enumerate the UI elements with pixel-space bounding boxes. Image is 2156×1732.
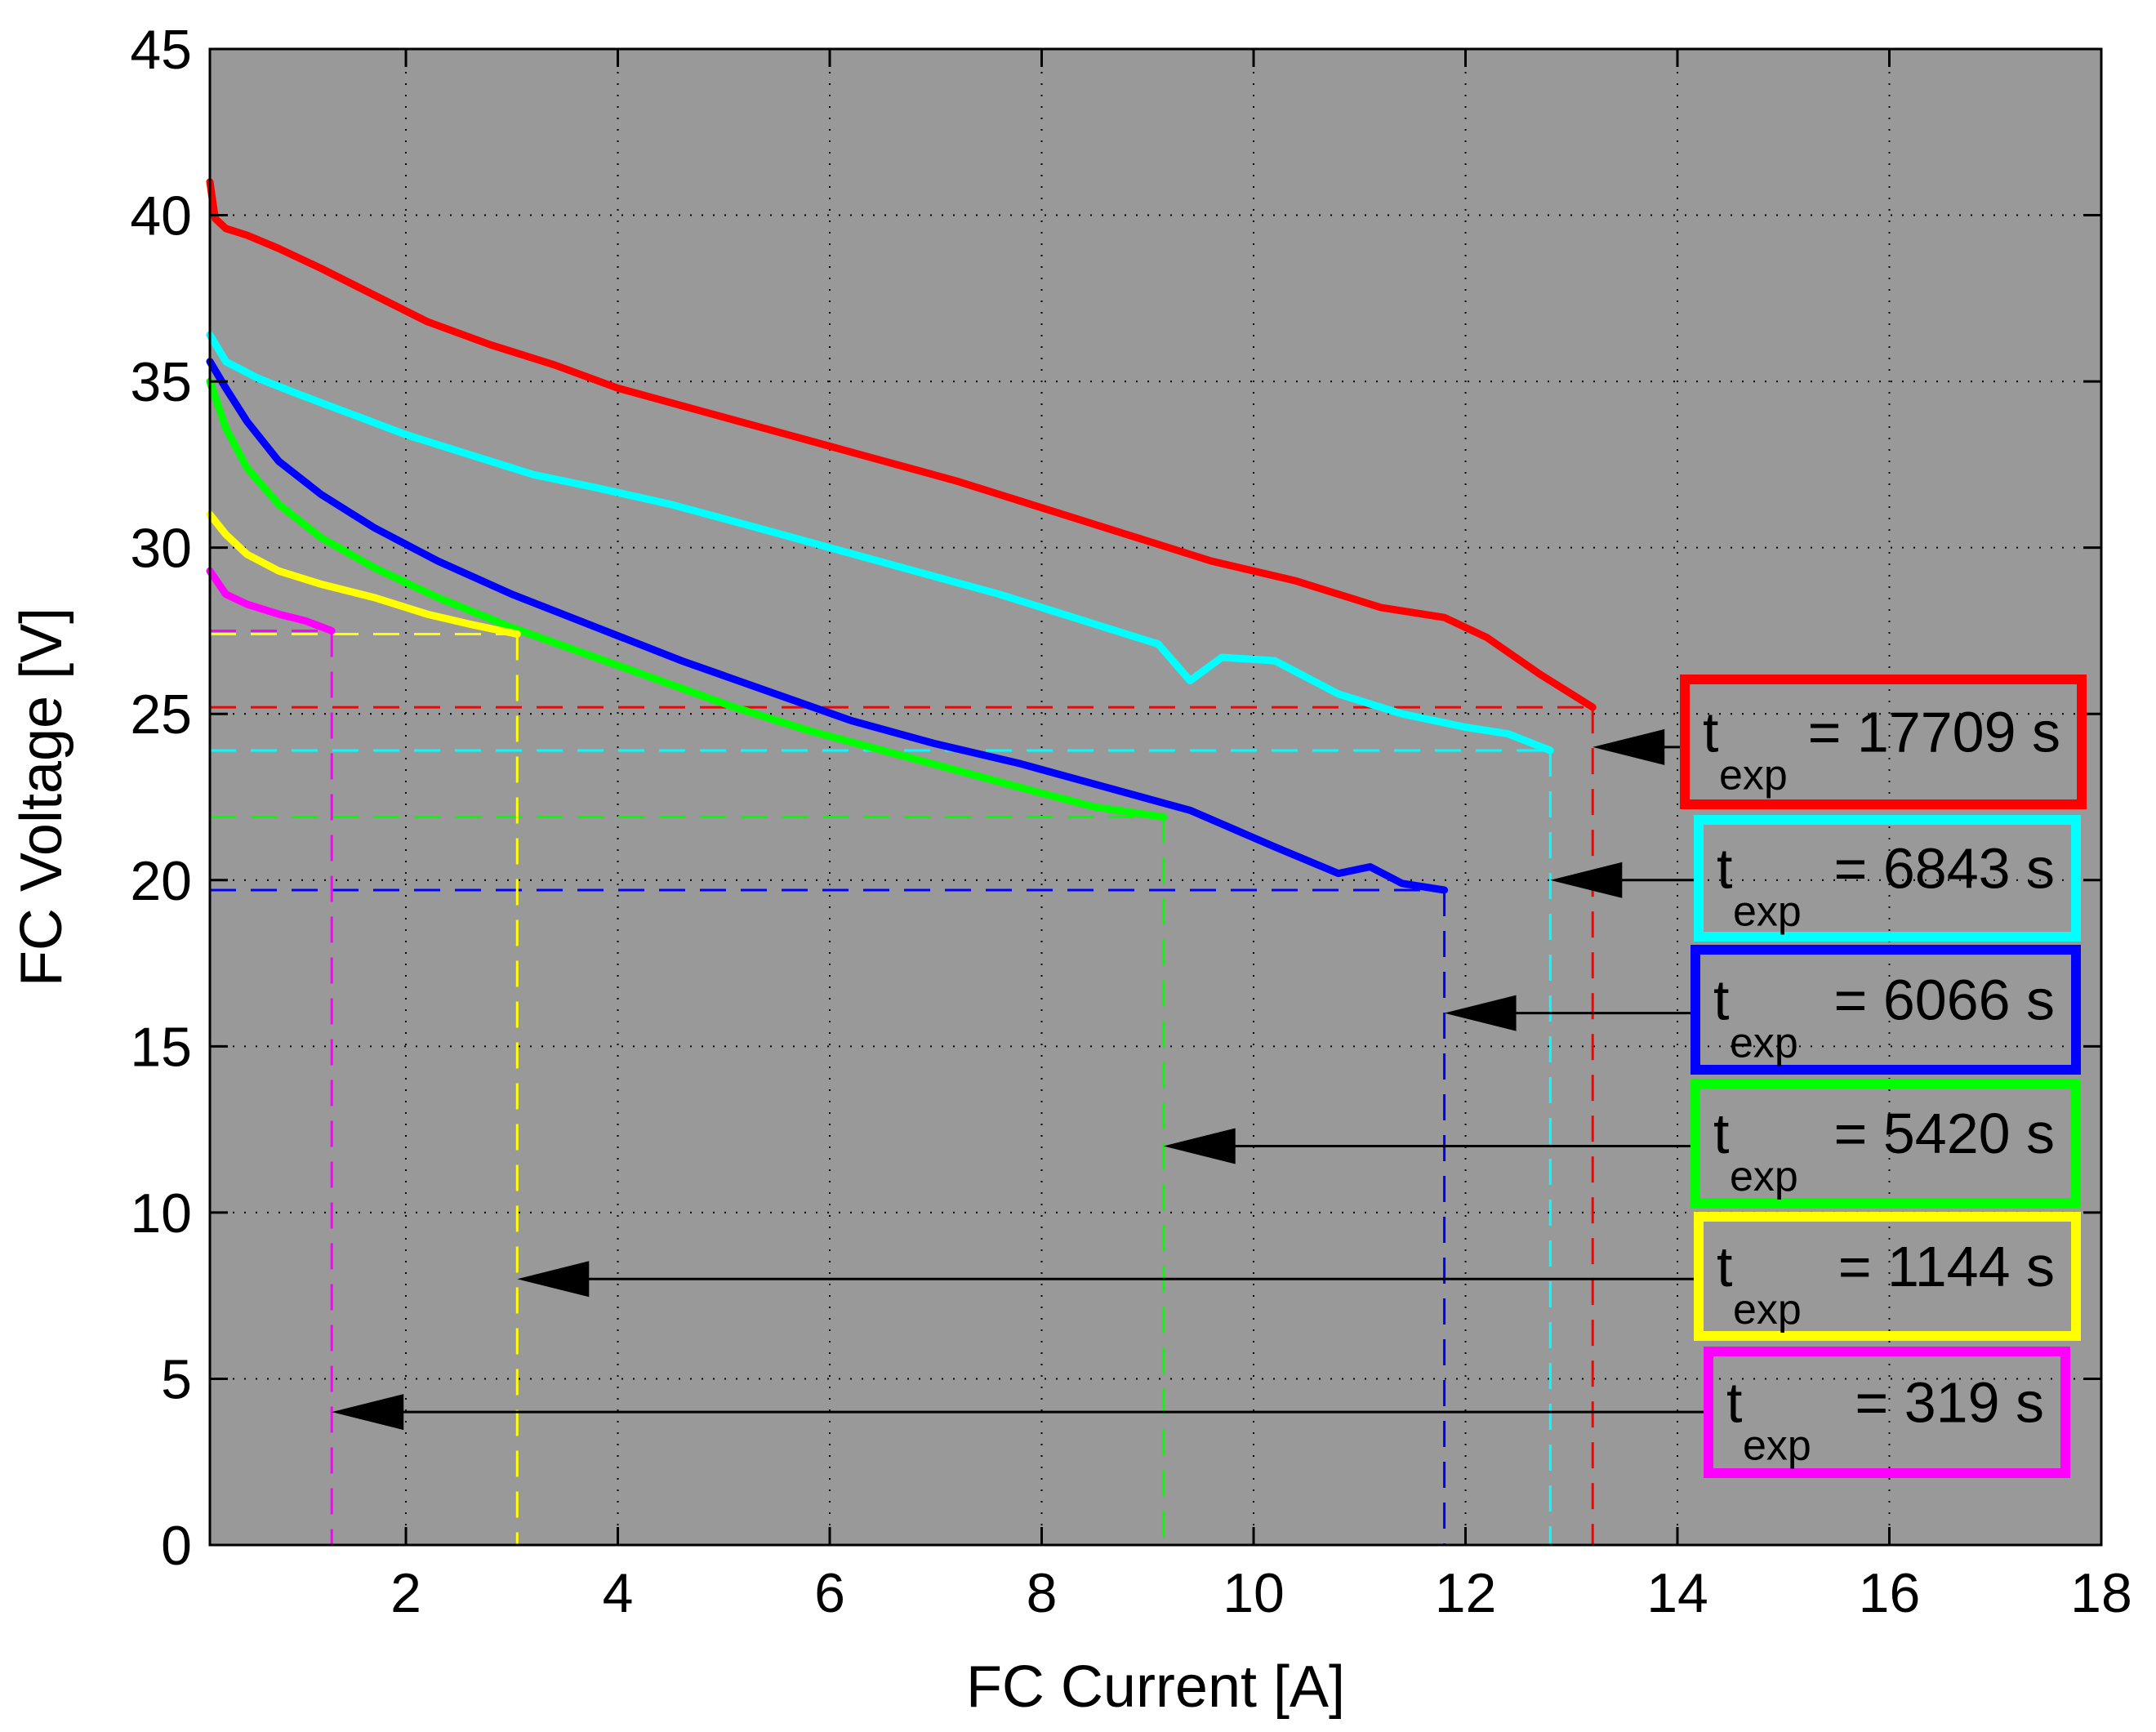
legend-label-value: = 6066 s [1834,968,2056,1032]
x-tick-label: 14 [1646,1562,1708,1624]
arrow-head [332,1394,404,1431]
legend-label-value: = 1144 s [1838,1235,2055,1298]
y-tick-label: 45 [130,19,192,81]
x-tick-label: 18 [2070,1562,2132,1624]
plot-area [210,49,2101,1545]
legend-box [1694,815,2081,942]
series-line [206,377,1168,821]
legend-label-subscript: exp [1719,752,1788,799]
legend-label-subscript: exp [1733,888,1802,936]
legend-label-prefix: t [1717,1235,1732,1298]
legend-label-prefix: t [1713,1102,1729,1165]
arrow-head [1592,728,1665,765]
y-axis-ticks: 0 5 10 15 20 25 30 35 40 45 [130,19,2101,1577]
legend-label-prefix: t [1717,837,1732,901]
legend-label-prefix: t [1703,701,1718,764]
legend-box [1680,675,2087,809]
legend-box [1704,1347,2070,1478]
arrow-head [1444,995,1517,1031]
x-tick-label: 12 [1435,1562,1497,1624]
legend-label-subscript: exp [1730,1153,1798,1200]
legend-label-value: = 319 s [1855,1371,2044,1435]
x-tick-label: 8 [1027,1562,1058,1624]
y-tick-label: 30 [130,518,192,580]
y-tick-label: 15 [130,1016,192,1078]
x-axis-label: FC Current [A] [966,1654,1345,1720]
legend-box [1690,1079,2081,1208]
guide-lines [210,629,1594,1545]
y-tick-label: 25 [130,683,192,746]
arrow-head [1550,862,1623,898]
x-tick-label: 10 [1223,1562,1285,1624]
y-tick-label: 0 [161,1515,192,1577]
y-tick-label: 40 [130,185,192,247]
series-line [206,510,521,638]
series-line [206,331,1554,755]
legend-label-value: = 5420 s [1834,1102,2056,1165]
y-tick-label: 10 [130,1182,192,1244]
series-line [206,178,1597,711]
legend-label-prefix: t [1713,968,1729,1032]
legend-box [1694,1212,2081,1341]
legend-label-prefix: t [1726,1371,1742,1435]
legend-label-value: = 6843 s [1834,837,2056,901]
x-axis-ticks: 2 4 6 8 10 12 14 16 18 [390,49,2132,1624]
y-axis-label: FC Voltage [V] [9,608,74,986]
x-tick-label: 6 [814,1562,845,1624]
legend-label-subscript: exp [1733,1286,1802,1334]
x-tick-label: 2 [390,1562,421,1624]
series-line [206,358,1449,894]
legend-box [1690,945,2081,1075]
legend-label-subscript: exp [1743,1423,1811,1470]
plot-frame [208,47,2103,1547]
x-tick-label: 16 [1859,1562,1921,1624]
y-tick-label: 20 [130,850,192,912]
series-lines [206,178,1597,894]
legend-label-subscript: exp [1730,1020,1798,1067]
x-tick-label: 4 [603,1562,634,1624]
legend-label-value: = 17709 s [1808,701,2060,764]
y-tick-label: 5 [161,1348,192,1410]
series-line [206,567,336,634]
y-tick-label: 35 [130,351,192,413]
arrow-head [1163,1128,1236,1164]
arrow-head [517,1261,590,1298]
